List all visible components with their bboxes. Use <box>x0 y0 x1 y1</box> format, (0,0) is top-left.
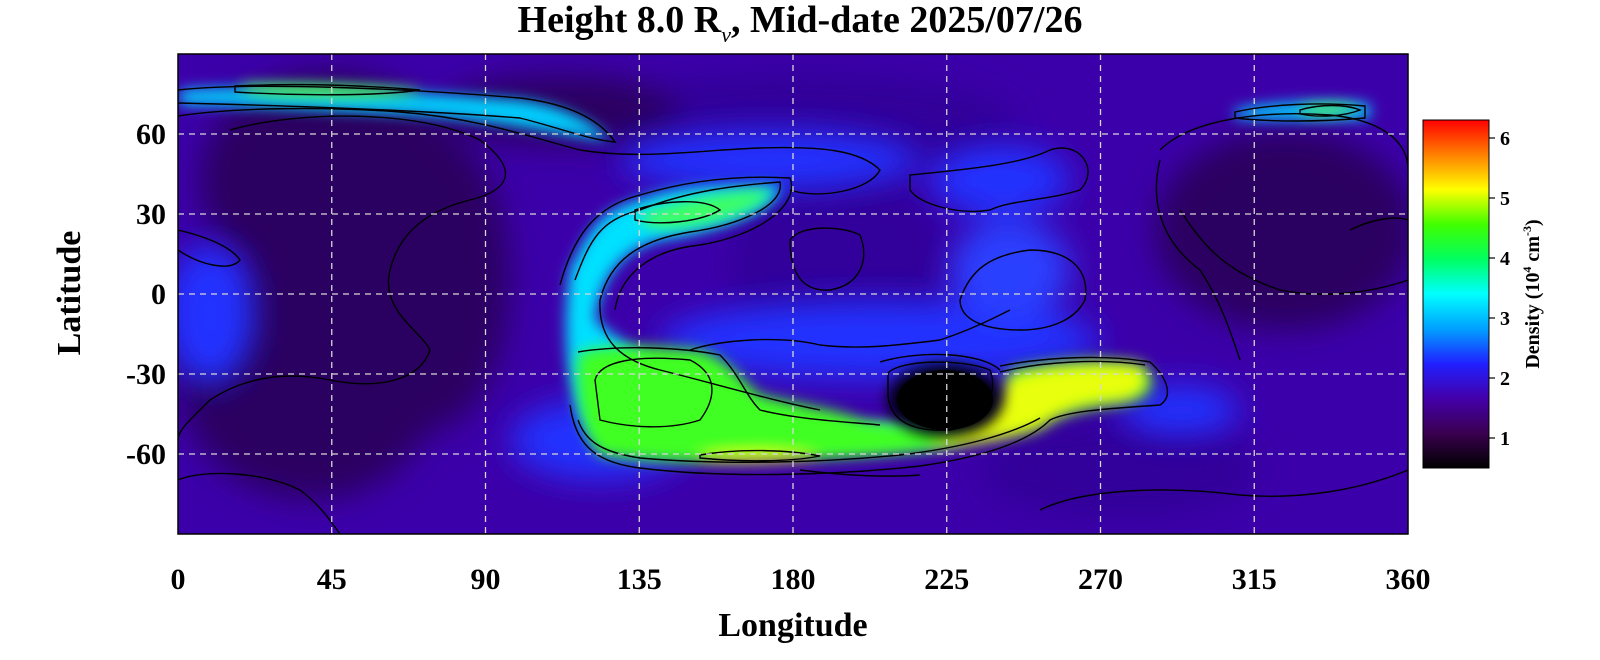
x-tick-label: 225 <box>924 563 969 596</box>
colorbar-tick-label: 3 <box>1500 308 1510 330</box>
plot-frame <box>177 53 1409 535</box>
x-tick-label: 180 <box>771 563 816 596</box>
contour-lines <box>178 83 1408 534</box>
x-tick-label: 135 <box>617 563 662 596</box>
y-tick-label: 30 <box>136 198 166 231</box>
colorbar-tick-label: 6 <box>1500 128 1510 150</box>
x-tick-label: 45 <box>317 563 347 596</box>
y-axis-label: Latitude <box>51 231 88 356</box>
y-tick-label: 60 <box>136 118 166 151</box>
x-tick-label: 0 <box>171 563 186 596</box>
x-tick-label: 315 <box>1232 563 1277 596</box>
chart-title: Height 8.0 Rν, Mid-date 2025/07/26 <box>518 0 1083 47</box>
y-tick-label: 0 <box>151 278 166 311</box>
x-axis-label: Longitude <box>718 607 867 644</box>
y-tick-label: -30 <box>126 358 166 391</box>
colorbar-tick-label: 4 <box>1500 248 1510 270</box>
colorbar-tick-labels: 6 5 4 3 2 1 <box>1489 128 1510 450</box>
colorbar-label: Density (104 cm-3) <box>1520 219 1544 368</box>
colorbar-tick-label: 2 <box>1500 368 1510 390</box>
colorbar-tick-label: 1 <box>1500 428 1510 450</box>
x-tick-label: 270 <box>1078 563 1123 596</box>
x-tick-labels: 0 45 90 135 180 225 270 315 360 <box>171 563 1431 596</box>
colorbar <box>1422 119 1490 469</box>
grid-lines <box>178 54 1408 534</box>
colorbar-tick-label: 5 <box>1500 188 1510 210</box>
x-tick-label: 90 <box>471 563 501 596</box>
y-tick-labels: 60 30 0 -30 -60 <box>126 118 166 471</box>
x-tick-label: 360 <box>1386 563 1431 596</box>
y-tick-label: -60 <box>126 438 166 471</box>
